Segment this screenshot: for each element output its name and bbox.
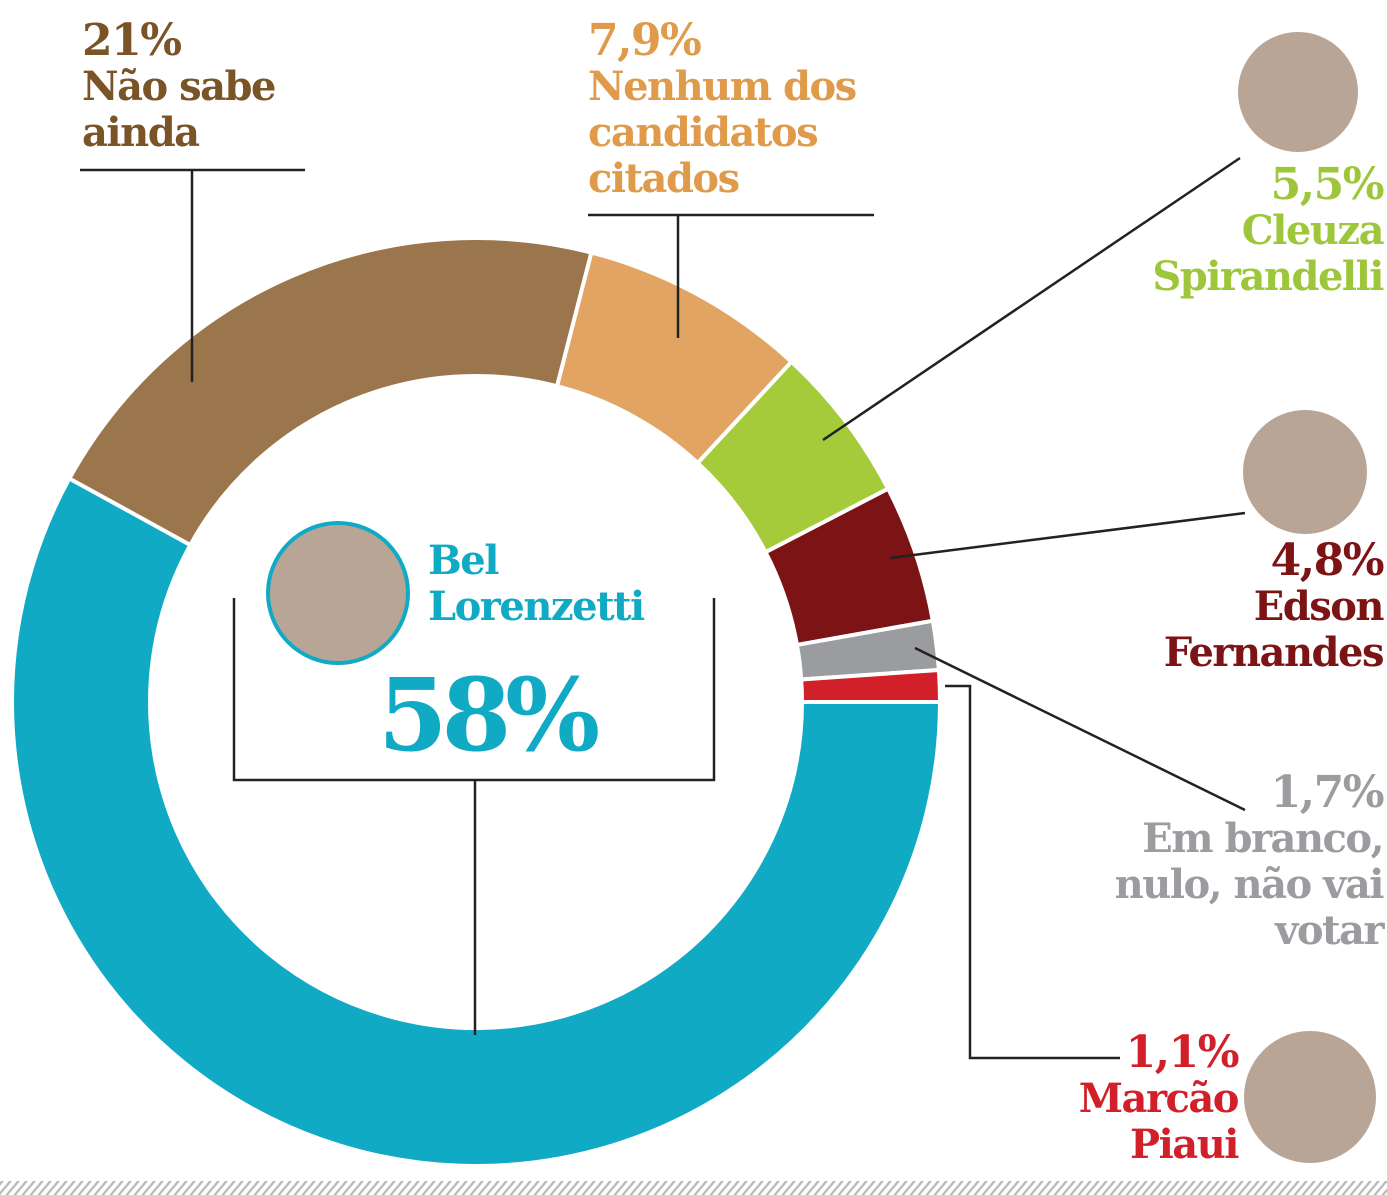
value-label: 21% [82, 15, 182, 66]
leader-line [945, 684, 1120, 1060]
label: 21% Não sabe ainda [82, 18, 322, 156]
value-label: 5,5% [1270, 159, 1385, 210]
value-label: 1,7% [1270, 767, 1385, 818]
donut-segment [10, 475, 943, 1168]
photo [1239, 406, 1371, 538]
photo [1240, 1027, 1380, 1167]
arcs [10, 236, 943, 1168]
value-label: 7,9% [588, 15, 702, 66]
value-label: 4,8% [1270, 535, 1385, 586]
category-label: Não sabe ainda [82, 63, 276, 156]
category-label: Bel Lorenzetti [428, 537, 645, 630]
photo [1234, 28, 1362, 156]
category-label: Marcão Piaui [1078, 1075, 1240, 1168]
category-label: Nenhum dos candidatos citados [588, 63, 857, 202]
leader-line [588, 213, 874, 338]
label: 4,8% Edson Fernandes [1103, 535, 1385, 676]
category-label: Edson Fernandes [1163, 583, 1385, 676]
label: 5,5% Cleuza Spirandelli [1103, 159, 1385, 300]
bottom-stripe [0, 1181, 1387, 1195]
donut-segment [66, 236, 594, 548]
label: Bel Lorenzetti [428, 538, 708, 630]
label: 58% [378, 660, 618, 770]
category-label: Cleuza Spirandelli [1152, 207, 1384, 300]
label: 1,1% Marcão Piaui [1040, 1027, 1240, 1168]
photo [266, 521, 410, 665]
leader-line [822, 156, 1241, 442]
leader-line [80, 168, 305, 382]
label: 1,7% Em branco, nulo, não vai votar [1113, 767, 1385, 954]
leader-line [914, 646, 1246, 812]
donut-segment [799, 667, 943, 704]
leader-line [232, 598, 716, 1035]
leader-line [889, 511, 1246, 560]
category-label: Em branco, nulo, não vai votar [1114, 815, 1385, 954]
value-label: 58% [378, 656, 600, 774]
value-label: 1,1% [1125, 1027, 1240, 1078]
label: 7,9% Nenhum dos candidatos citados [588, 18, 888, 202]
